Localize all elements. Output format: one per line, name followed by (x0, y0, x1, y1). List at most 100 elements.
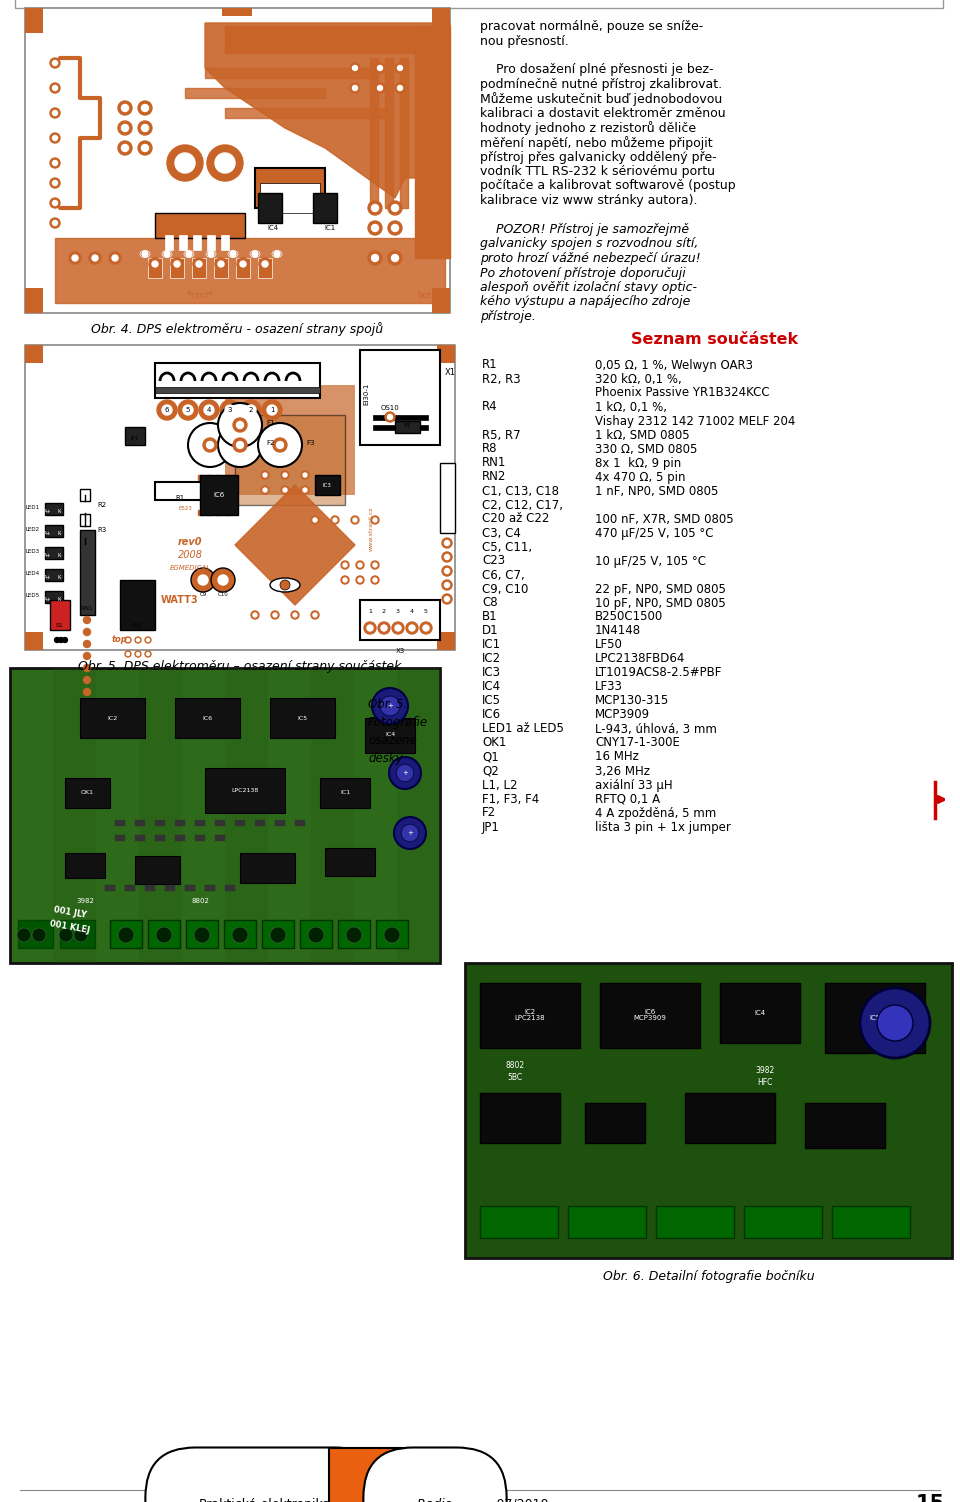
Bar (125, 427, 145, 445)
Bar (148, 258, 162, 278)
Text: JP1: JP1 (131, 436, 139, 442)
Circle shape (372, 224, 378, 231)
Text: IC4: IC4 (385, 733, 396, 737)
Text: OK1: OK1 (81, 790, 93, 796)
Bar (225, 885, 235, 891)
Text: 001 KLEJ: 001 KLEJ (49, 919, 91, 936)
Bar (170, 258, 184, 278)
Circle shape (420, 622, 432, 634)
Text: RFTQ 0,1 A: RFTQ 0,1 A (595, 793, 660, 805)
Bar (240, 853, 295, 883)
Bar (224, 921, 256, 948)
Bar (440, 463, 455, 533)
Text: Q1: Q1 (482, 751, 499, 763)
Text: IC3: IC3 (323, 484, 331, 488)
Circle shape (196, 261, 202, 267)
Text: nou přesností.: nou přesností. (480, 35, 568, 48)
Polygon shape (385, 59, 393, 207)
Circle shape (141, 105, 149, 111)
Text: K-: K- (58, 532, 62, 536)
Circle shape (183, 406, 193, 415)
Bar (832, 1206, 910, 1238)
Circle shape (127, 638, 130, 641)
Text: počítače a kalibrovat softwarově (postup: počítače a kalibrovat softwarově (postup (480, 180, 735, 192)
Circle shape (53, 221, 58, 225)
Circle shape (53, 60, 58, 66)
Circle shape (118, 122, 132, 135)
Bar (135, 820, 145, 826)
Text: - 07/2010: - 07/2010 (488, 1497, 548, 1502)
Text: 3982: 3982 (76, 898, 94, 904)
Circle shape (206, 442, 213, 449)
Bar (195, 820, 205, 826)
Circle shape (259, 258, 271, 270)
Circle shape (368, 221, 382, 234)
Circle shape (346, 927, 362, 943)
Text: K-: K- (58, 575, 62, 580)
Text: 6: 6 (165, 407, 169, 413)
Ellipse shape (250, 251, 260, 257)
Circle shape (442, 553, 452, 562)
Bar (115, 820, 125, 826)
Circle shape (392, 224, 398, 231)
Bar (165, 234, 173, 249)
Text: 470 μF/25 V, 105 °C: 470 μF/25 V, 105 °C (595, 527, 713, 539)
Circle shape (218, 261, 224, 267)
Text: P1: P1 (403, 424, 411, 428)
Bar (275, 820, 285, 826)
Circle shape (341, 562, 349, 569)
Circle shape (241, 400, 261, 421)
Circle shape (230, 251, 236, 257)
Text: IC1: IC1 (324, 225, 336, 231)
Circle shape (270, 927, 286, 943)
Text: 1 nF, NP0, SMD 0805: 1 nF, NP0, SMD 0805 (595, 485, 718, 497)
Circle shape (358, 578, 362, 581)
Text: LED4: LED4 (26, 571, 40, 575)
Circle shape (17, 928, 31, 942)
Circle shape (69, 252, 81, 264)
Text: IC4: IC4 (268, 225, 278, 231)
Ellipse shape (270, 578, 300, 592)
Circle shape (343, 578, 347, 581)
Circle shape (174, 261, 180, 267)
Circle shape (122, 144, 129, 152)
Text: C10: C10 (218, 592, 228, 596)
Bar (25, 8, 43, 33)
Bar (225, 385, 355, 496)
Circle shape (84, 652, 90, 659)
Ellipse shape (184, 251, 194, 257)
Circle shape (351, 517, 359, 524)
Bar (25, 288, 43, 312)
Text: Obr. 5. DPS elektroměru – osazení strany součástek: Obr. 5. DPS elektroměru – osazení strany… (79, 659, 401, 673)
Bar (268, 668, 311, 963)
Circle shape (442, 566, 452, 575)
Bar (258, 258, 272, 278)
Bar (45, 526, 63, 538)
Circle shape (191, 568, 215, 592)
Circle shape (281, 487, 289, 494)
Text: Obr. 4. DPS elektroměru - osazení strany spojů: Obr. 4. DPS elektroměru - osazení strany… (91, 321, 384, 336)
Circle shape (333, 518, 337, 523)
Text: JP1: JP1 (482, 820, 500, 834)
Circle shape (147, 652, 150, 655)
Circle shape (352, 86, 357, 90)
Bar (50, 599, 70, 629)
Text: +: + (387, 703, 393, 709)
Text: IC6: IC6 (482, 709, 501, 721)
Circle shape (378, 622, 390, 634)
Circle shape (371, 575, 379, 584)
Bar (80, 698, 145, 737)
Text: S1: S1 (56, 623, 64, 628)
Bar (744, 1206, 822, 1238)
Bar (25, 632, 43, 650)
Text: 4: 4 (206, 407, 211, 413)
Bar (155, 213, 245, 237)
Text: 001 JLY: 001 JLY (53, 906, 87, 921)
Text: 0,05 Ω, 1 %, Welwyn OAR3: 0,05 Ω, 1 %, Welwyn OAR3 (595, 359, 753, 371)
Circle shape (246, 406, 256, 415)
Polygon shape (216, 475, 220, 481)
Text: HFC: HFC (757, 1078, 773, 1087)
Bar (45, 503, 63, 515)
Bar (437, 632, 455, 650)
Circle shape (372, 254, 378, 261)
